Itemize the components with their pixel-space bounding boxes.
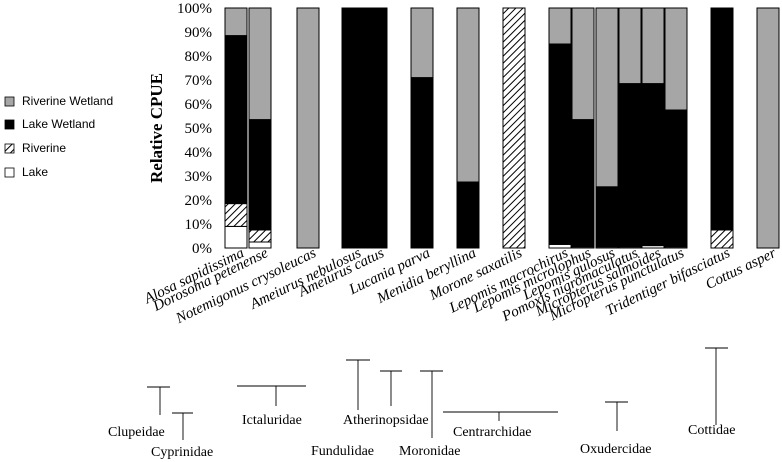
y-tick-label: 10%	[185, 217, 213, 233]
bar-segment	[710, 7, 734, 231]
bar-segment	[664, 109, 688, 248]
bar-segment	[664, 7, 688, 111]
family-label: Moronidae	[399, 444, 460, 459]
bar-segment	[502, 7, 526, 249]
family-label: Cyprinidae	[151, 445, 213, 460]
y-tick-label: 20%	[185, 193, 213, 209]
bar-segment	[456, 181, 480, 249]
bar-segment	[641, 7, 665, 85]
y-tick-label: 90%	[185, 25, 213, 41]
family-label: Centrarchidae	[453, 425, 532, 440]
bar-segment	[248, 7, 272, 121]
family-label: Cottidae	[688, 423, 735, 438]
y-tick-label: 0%	[192, 241, 212, 257]
bar-segment	[248, 229, 272, 243]
legend-swatch	[4, 96, 15, 107]
bar-segment	[571, 119, 595, 248]
bar-segment	[364, 7, 388, 249]
bar-segment	[618, 7, 642, 85]
bar-segment	[296, 7, 320, 249]
family-label: Fundulidae	[311, 444, 374, 459]
bar-segment	[224, 35, 248, 205]
bar-segment	[224, 203, 248, 227]
bar-segment	[618, 83, 642, 248]
bars	[224, 7, 780, 249]
y-axis: 0% 10% 20% 30% 40% 50% 60% 70% 80% 90% 100%	[177, 1, 212, 257]
legend-swatch	[4, 167, 15, 178]
bar-segment	[410, 77, 434, 249]
y-tick-label: 70%	[185, 73, 213, 89]
legend: Riverine Wetland Lake Wetland Riverine Lake	[4, 94, 113, 179]
family-label: Ictaluridae	[242, 413, 302, 428]
y-tick-label: 60%	[185, 97, 213, 113]
family-tree: Clupeidae Cyprinidae Ictaluridae Fundulidae…	[108, 347, 735, 460]
legend-label: Lake Wetland	[22, 117, 95, 131]
legend-swatch	[4, 119, 15, 130]
y-tick-label: 30%	[185, 169, 213, 185]
bar-segment	[248, 119, 272, 231]
bar-segment	[571, 7, 595, 121]
legend-label: Lake	[22, 165, 48, 179]
bar-segment	[756, 7, 780, 249]
bar-segment	[456, 7, 480, 183]
family-label: Oxudercidae	[580, 442, 652, 457]
bar-segment	[224, 225, 248, 249]
legend-swatch	[4, 143, 15, 154]
bar-segment	[548, 7, 572, 45]
bar-segment	[710, 229, 734, 249]
y-tick-label: 80%	[185, 49, 213, 65]
y-tick-label: 40%	[185, 145, 213, 161]
family-label: Clupeidae	[108, 425, 165, 440]
bar-segment	[595, 186, 619, 248]
bar-segment	[548, 43, 572, 245]
legend-label: Riverine Wetland	[22, 94, 113, 108]
bar-segment	[224, 7, 248, 37]
bar-segment	[595, 7, 619, 188]
y-tick-label: 100%	[177, 1, 212, 17]
family-label: Atherinopsidae	[343, 413, 429, 428]
bar-segment	[410, 7, 434, 79]
y-tick-label: 50%	[185, 121, 213, 137]
bar-segment	[641, 83, 665, 247]
y-axis-label: Relative CPUE	[147, 73, 166, 183]
bar-segment	[341, 7, 365, 249]
legend-label: Riverine	[22, 141, 66, 155]
